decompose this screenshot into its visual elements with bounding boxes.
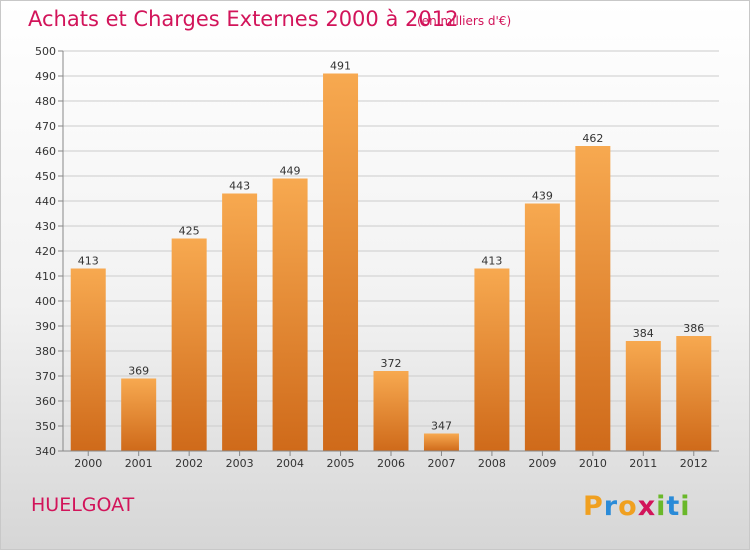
y-tick-label: 410	[35, 270, 56, 283]
bar	[272, 178, 308, 451]
y-tick-label: 440	[35, 195, 56, 208]
bar-value-label: 369	[128, 365, 149, 378]
chart-title: Achats et Charges Externes 2000 à 2012	[28, 7, 459, 31]
x-tick-label: 2003	[226, 457, 254, 470]
y-tick-label: 370	[35, 370, 56, 383]
y-tick-label: 360	[35, 395, 56, 408]
proxiti-logo[interactable]: Proxiti	[583, 491, 691, 522]
y-tick-label: 390	[35, 320, 56, 333]
logo-letter: x	[637, 491, 657, 522]
bar-value-label: 439	[532, 190, 553, 203]
y-tick-label: 340	[35, 445, 56, 458]
y-tick-label: 470	[35, 120, 56, 133]
bar	[524, 203, 560, 451]
x-tick-label: 2012	[680, 457, 708, 470]
bar	[222, 193, 258, 451]
x-tick-label: 2010	[579, 457, 607, 470]
x-tick-label: 2000	[74, 457, 102, 470]
y-tick-label: 490	[35, 70, 56, 83]
y-tick-label: 430	[35, 220, 56, 233]
y-tick-label: 500	[35, 45, 56, 58]
y-tick-label: 480	[35, 95, 56, 108]
x-tick-label: 2006	[377, 457, 405, 470]
bars: 413 369 425 443 449 491 372 347 413 439 462 384 386	[70, 60, 712, 451]
logo-letter: i	[680, 491, 691, 522]
logo-letter: P	[583, 491, 604, 522]
bar-value-label: 443	[229, 180, 250, 193]
bar-value-label: 386	[683, 322, 704, 335]
bar	[70, 268, 106, 451]
chart-unit: (en milliers d'€)	[417, 14, 512, 28]
y-tick-label: 460	[35, 145, 56, 158]
bar-value-label: 372	[381, 357, 402, 370]
bar	[171, 238, 207, 451]
bar	[373, 371, 409, 451]
y-tick-label: 420	[35, 245, 56, 258]
bar-value-label: 384	[633, 327, 654, 340]
bar	[676, 336, 712, 451]
bar	[625, 341, 661, 451]
y-tick-label: 450	[35, 170, 56, 183]
x-tick-label: 2005	[327, 457, 355, 470]
logo-letter: i	[656, 491, 667, 522]
y-tick-label: 380	[35, 345, 56, 358]
bar-value-label: 413	[78, 255, 99, 268]
bar-value-label: 347	[431, 420, 452, 433]
bar-value-label: 449	[280, 165, 301, 178]
axes: 340 350 360 370 380 390 400 410 420 430 440 450 460 4…	[35, 45, 719, 470]
x-tick-label: 2011	[629, 457, 657, 470]
x-tick-label: 2009	[528, 457, 556, 470]
logo-letter: o	[618, 491, 638, 522]
bar-value-label: 425	[179, 225, 200, 238]
x-tick-label: 2007	[427, 457, 455, 470]
y-tick-label: 350	[35, 420, 56, 433]
bar-value-label: 462	[582, 132, 603, 145]
bar-value-label: 491	[330, 60, 351, 73]
y-tick-label: 400	[35, 295, 56, 308]
bar	[423, 433, 459, 451]
x-tick-label: 2001	[125, 457, 153, 470]
place-name: HUELGOAT	[31, 494, 135, 516]
x-tick-label: 2008	[478, 457, 506, 470]
logo-letter: t	[666, 491, 681, 522]
logo-letter: r	[603, 491, 619, 522]
bar	[323, 73, 359, 451]
x-tick-label: 2002	[175, 457, 203, 470]
bar	[121, 378, 157, 451]
x-tick-label: 2004	[276, 457, 304, 470]
bar	[575, 146, 611, 451]
bar	[474, 268, 510, 451]
bar-value-label: 413	[481, 255, 502, 268]
